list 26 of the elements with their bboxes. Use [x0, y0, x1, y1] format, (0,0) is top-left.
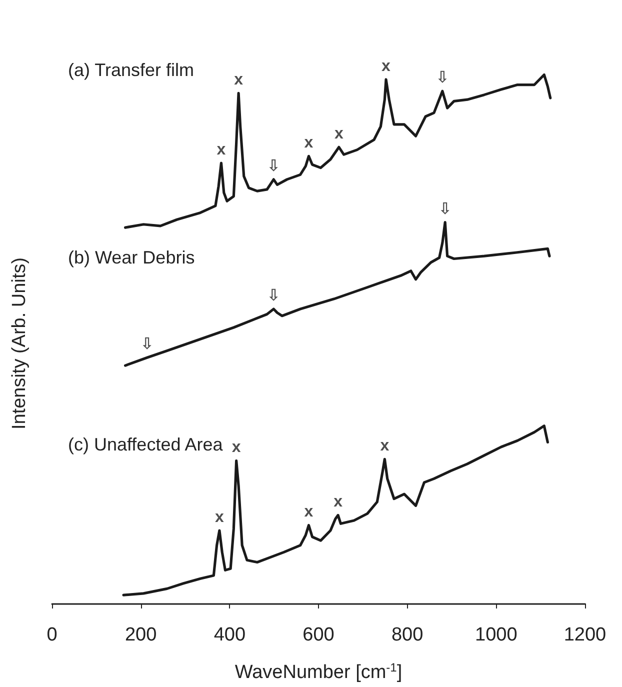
annotation: ⇩ [266, 158, 280, 175]
x-tick-label: 1200 [564, 624, 606, 646]
annotation: ⇩ [438, 200, 452, 218]
x-tick-label: 800 [391, 624, 424, 646]
annotation: (a) Transfer film [68, 60, 194, 80]
annotation: x [334, 494, 343, 511]
annotation: x [215, 509, 224, 526]
annotation: x [380, 438, 390, 455]
annotation: x [304, 504, 314, 521]
annotation: ⇩ [436, 70, 450, 87]
annotation: x [232, 439, 241, 456]
annotation: x [382, 58, 391, 75]
x-tick-label: 400 [214, 624, 246, 646]
annotation: x [304, 134, 314, 152]
y-axis-title: Intensity (Arb. Units) [9, 257, 30, 430]
x-tick-label: 0 [46, 624, 58, 646]
annotation: x [334, 126, 344, 143]
x-tick-label: 200 [124, 624, 157, 646]
annotation: x [234, 72, 244, 89]
x-tick-label: 1000 [475, 624, 518, 646]
annotation: (b) Wear Debris [68, 247, 195, 268]
x-tick-label: 600 [302, 624, 334, 646]
annotation: ⇩ [140, 336, 154, 354]
annotation: ⇩ [266, 287, 280, 304]
annotation: x [216, 142, 226, 159]
annotation: (c) Unaffected Area [68, 434, 224, 455]
